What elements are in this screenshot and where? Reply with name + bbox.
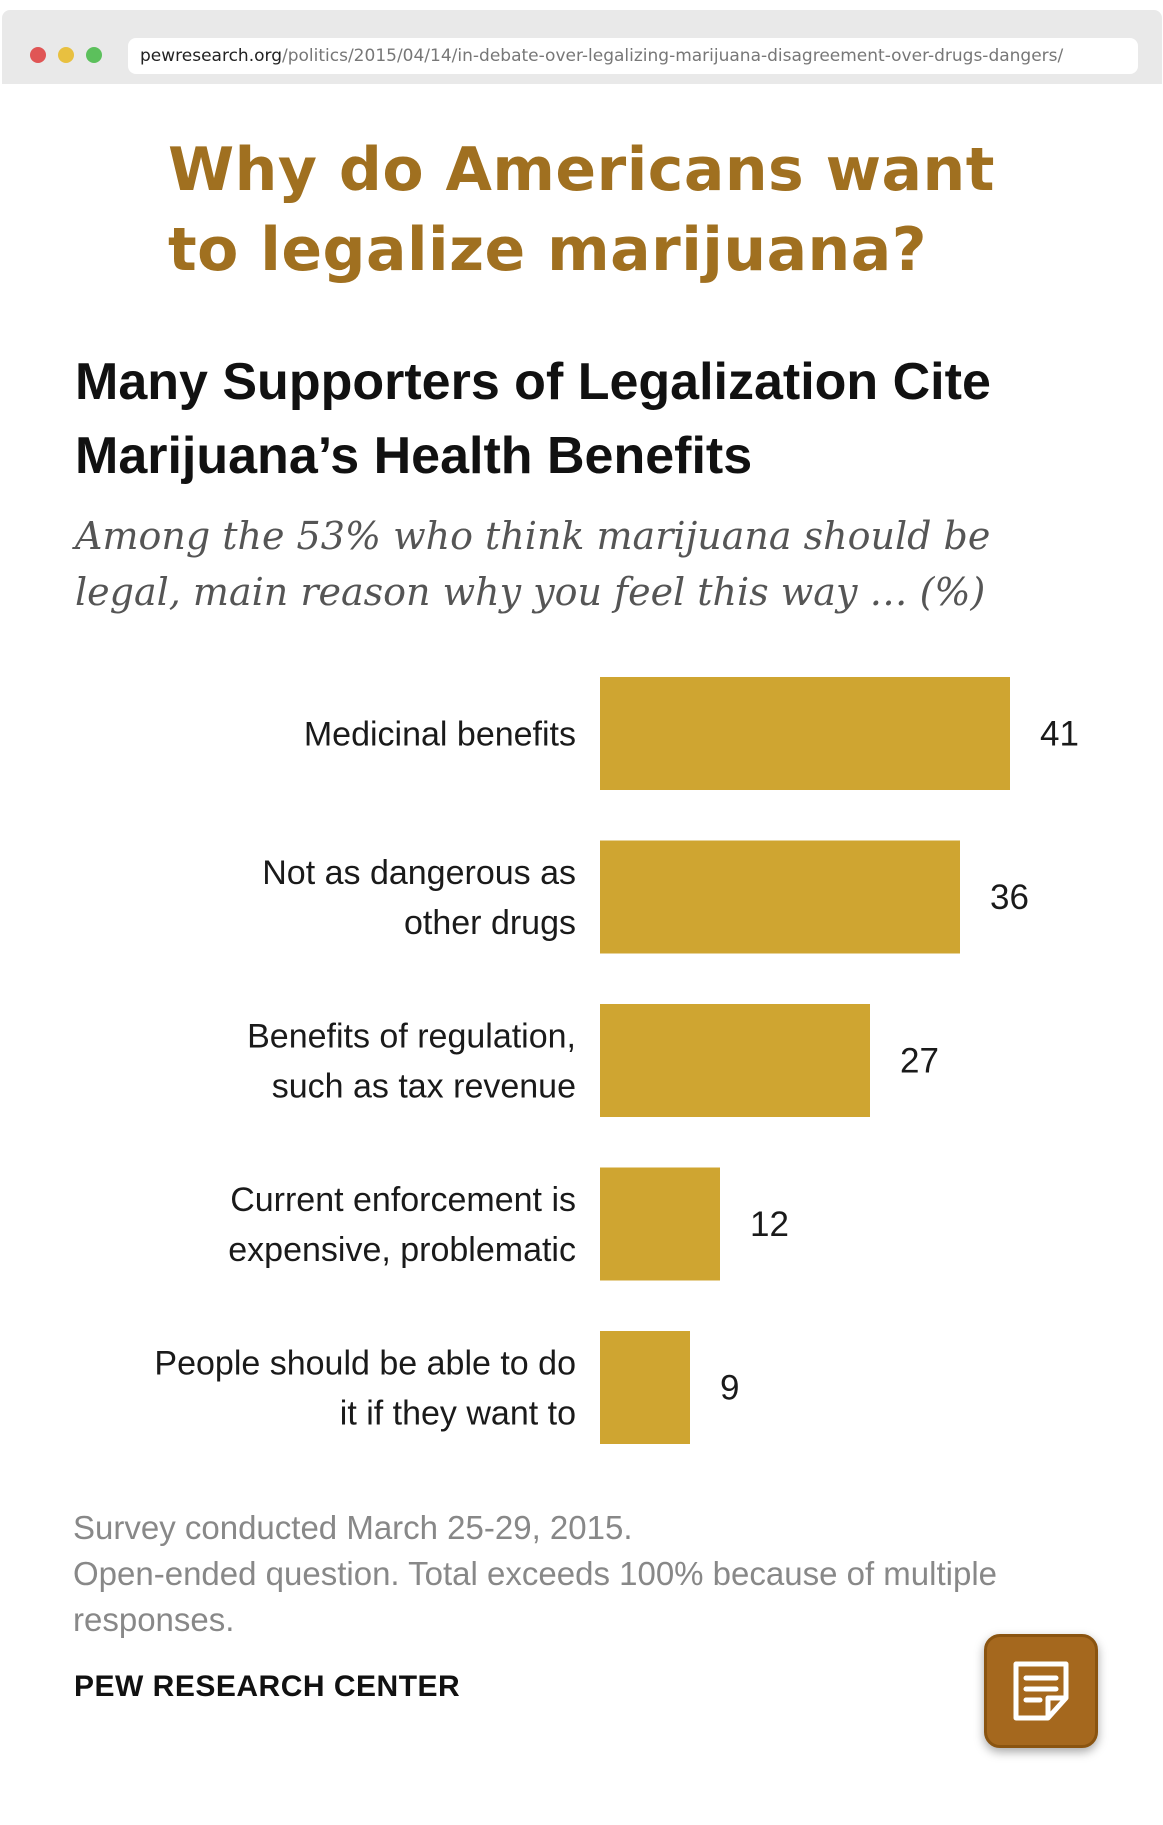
bar-0 (600, 677, 1010, 790)
bar-4 (600, 1331, 690, 1444)
category-label-1-0: Not as dangerous as (262, 854, 576, 892)
category-label-4-0: People should be able to do (154, 1345, 576, 1383)
url-path: /politics/2015/04/14/in-debate-over-lega… (282, 46, 1064, 66)
value-label-0: 41 (1040, 715, 1079, 754)
category-label-2-1: such as tax revenue (272, 1068, 576, 1106)
category-label-2-0: Benefits of regulation, (247, 1018, 576, 1056)
category-label-4-1: it if they want to (340, 1395, 576, 1433)
note-icon (1013, 1661, 1069, 1721)
bar-3 (600, 1167, 720, 1281)
maximize-window-dot[interactable] (86, 47, 102, 63)
value-label-3: 12 (750, 1205, 789, 1244)
value-label-2: 27 (900, 1042, 939, 1081)
chart-subtitle: Among the 53% who think marijuana should… (75, 514, 991, 614)
category-label-1-1: other drugs (404, 904, 576, 942)
bar-2 (600, 1004, 870, 1117)
window-controls (30, 47, 102, 63)
bar-chart: 41 Medicinal benefits 36 Not as dangerous a… (154, 677, 1079, 1444)
survey-date-note: Survey conducted March 25-29, 2015. (73, 1509, 633, 1546)
close-window-dot[interactable] (30, 47, 46, 63)
address-bar[interactable]: pewresearch.org/politics/2015/04/14/in-d… (128, 38, 1138, 74)
category-label-3-1: expensive, problematic (228, 1231, 576, 1269)
minimize-window-dot[interactable] (58, 47, 74, 63)
source-credit: PEW RESEARCH CENTER (74, 1670, 461, 1703)
url-domain: pewresearch.org (140, 46, 282, 66)
chart-title: Many Supporters of Legalization Cite Mar… (75, 353, 991, 485)
category-label-0-0: Medicinal benefits (304, 716, 576, 754)
page-headline: Why do Americans want to legalize mariju… (168, 135, 995, 285)
methodology-note: Open-ended question. Total exceeds 100% … (73, 1555, 998, 1638)
notes-button[interactable] (984, 1634, 1098, 1748)
bar-1 (600, 840, 960, 954)
value-label-1: 36 (990, 878, 1029, 917)
browser-chrome: pewresearch.org/politics/2015/04/14/in-d… (2, 10, 1162, 84)
category-label-3-0: Current enforcement is (230, 1181, 576, 1219)
chart-notes: Survey conducted March 25-29, 2015. Open… (73, 1505, 1073, 1643)
value-label-4: 9 (720, 1369, 739, 1408)
